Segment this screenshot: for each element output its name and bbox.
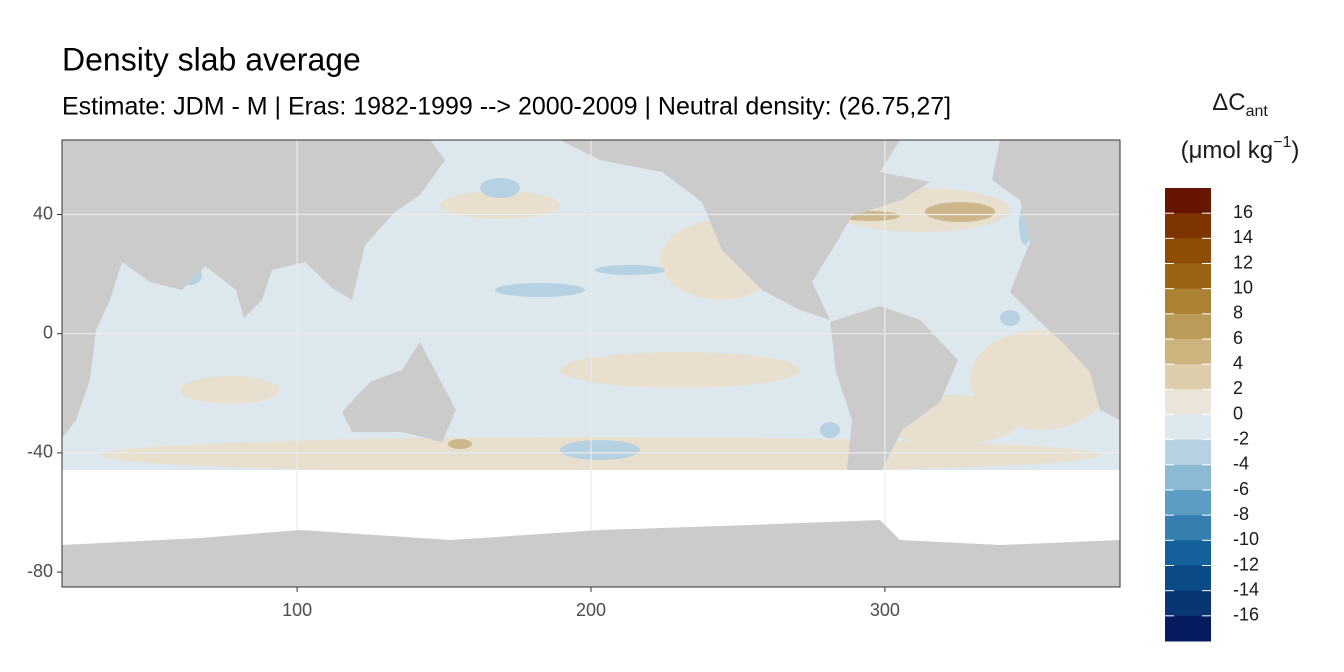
legend-title-main: ΔC (1212, 89, 1245, 116)
legend-label: -2 (1233, 428, 1249, 448)
legend-swatch (1165, 238, 1211, 264)
legend-swatch (1165, 364, 1211, 390)
legend-label: 12 (1233, 252, 1253, 272)
legend-label: 10 (1233, 277, 1253, 297)
legend-label: 8 (1233, 303, 1243, 323)
x-tick-label: 300 (870, 600, 900, 620)
chart-title: Density slab average (62, 41, 361, 77)
legend-swatch (1165, 313, 1211, 340)
legend-label: -8 (1233, 504, 1249, 524)
legend-swatch (1165, 590, 1211, 617)
legend-swatch (1165, 515, 1211, 541)
legend-swatch (1165, 540, 1211, 566)
legend-label: 0 (1233, 403, 1243, 423)
y-tick-label: -80 (27, 561, 53, 581)
y-tick-label: -40 (27, 442, 53, 462)
legend-label: 14 (1233, 227, 1253, 247)
legend-swatch (1165, 263, 1211, 290)
legend-swatch (1165, 439, 1211, 466)
legend-label: 4 (1233, 353, 1243, 373)
antarctica (62, 520, 1120, 587)
legend-label: -14 (1233, 579, 1259, 599)
legend-swatch (1165, 339, 1211, 365)
y-tick-label: 40 (33, 203, 53, 223)
legend-label: -4 (1233, 454, 1249, 474)
y-tick-label: 0 (43, 322, 53, 342)
legend-label: -6 (1233, 479, 1249, 499)
legend-label: -10 (1233, 529, 1259, 549)
legend-swatch (1165, 389, 1211, 415)
x-tick-label: 100 (282, 600, 312, 620)
legend-swatch (1165, 213, 1211, 239)
legend-swatch (1165, 288, 1211, 315)
legend-title: ΔCant (1212, 89, 1268, 120)
legend-units-superscript: −1 (1273, 134, 1291, 151)
legend-label: -16 (1233, 605, 1259, 625)
x-tick-label: 200 (576, 600, 606, 620)
legend-swatch (1165, 490, 1211, 516)
legend-label: 16 (1233, 202, 1253, 222)
chart-subtitle: Estimate: JDM - M | Eras: 1982-1999 --> … (62, 93, 951, 121)
legend-units-close: ) (1291, 137, 1299, 164)
legend-title-subscript: ant (1246, 103, 1269, 120)
legend-label: 6 (1233, 328, 1243, 348)
legend-units: (μmol kg−1) (1181, 134, 1300, 164)
legend-label: 2 (1233, 378, 1243, 398)
legend-label: -12 (1233, 554, 1259, 574)
legend-swatch (1165, 615, 1211, 642)
legend-swatch (1165, 565, 1211, 592)
legend-swatch (1165, 464, 1211, 491)
legend-units-main: (μmol kg (1181, 137, 1274, 164)
map-panel (62, 140, 1120, 587)
legend-swatch (1165, 414, 1211, 441)
legend-swatch (1165, 188, 1211, 214)
